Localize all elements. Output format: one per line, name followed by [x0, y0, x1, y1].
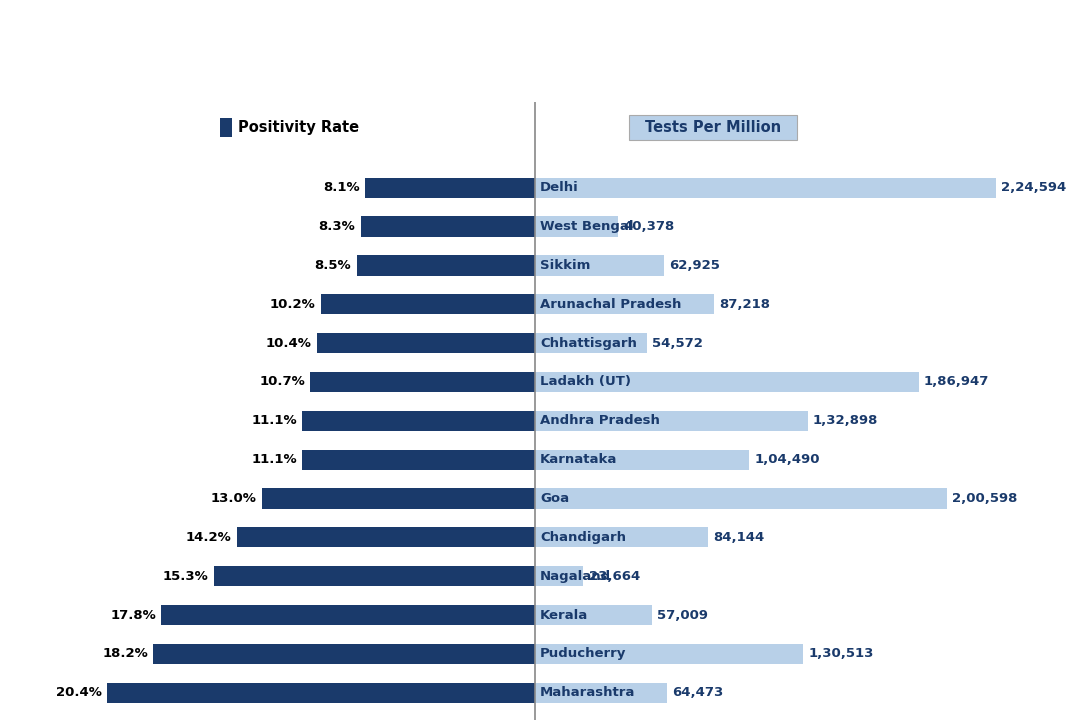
Text: 57,009: 57,009	[657, 608, 708, 621]
Bar	[356, 256, 535, 276]
Bar	[237, 527, 535, 547]
Text: Maharashtra: Maharashtra	[540, 686, 635, 699]
Text: 18.2%: 18.2%	[103, 647, 148, 660]
FancyBboxPatch shape	[630, 115, 797, 140]
Text: 64,473: 64,473	[673, 686, 724, 699]
Text: 1,32,898: 1,32,898	[813, 414, 878, 428]
Bar	[214, 566, 535, 586]
Bar	[535, 178, 996, 198]
Text: 15.3%: 15.3%	[163, 570, 208, 582]
Bar	[535, 294, 714, 315]
Text: Nagaland: Nagaland	[540, 570, 611, 582]
Bar	[107, 683, 535, 703]
Bar	[535, 605, 652, 625]
Text: 8.3%: 8.3%	[319, 220, 355, 233]
Text: 62,925: 62,925	[670, 259, 720, 272]
Text: 10.2%: 10.2%	[270, 298, 315, 311]
Text: 11.1%: 11.1%	[252, 453, 297, 466]
Text: Kerala: Kerala	[540, 608, 589, 621]
Text: Positivity Rate: Positivity Rate	[238, 120, 360, 135]
Text: 14 States & UTs with higher positivity rate than India average: 14 States & UTs with higher positivity r…	[11, 32, 1080, 65]
Text: 87,218: 87,218	[719, 298, 770, 311]
Text: 10.7%: 10.7%	[259, 376, 306, 389]
Bar	[162, 605, 535, 625]
Text: 1,30,513: 1,30,513	[808, 647, 874, 660]
Bar	[310, 372, 535, 392]
Text: 11.1%: 11.1%	[252, 414, 297, 428]
Text: Chhattisgarh: Chhattisgarh	[540, 337, 637, 350]
Text: 10.4%: 10.4%	[266, 337, 311, 350]
Bar	[316, 333, 535, 354]
Bar	[262, 488, 535, 508]
Text: Sikkim: Sikkim	[540, 259, 591, 272]
Text: 17.8%: 17.8%	[110, 608, 157, 621]
Bar	[535, 256, 664, 276]
Text: 14.2%: 14.2%	[186, 531, 232, 544]
Text: 8.1%: 8.1%	[323, 181, 360, 194]
Bar	[321, 294, 535, 315]
Text: 2,24,594: 2,24,594	[1001, 181, 1067, 194]
Text: Goa: Goa	[540, 492, 569, 505]
Text: Delhi: Delhi	[540, 181, 579, 194]
Bar	[302, 449, 535, 469]
Bar	[220, 118, 232, 138]
Text: 1,86,947: 1,86,947	[924, 376, 989, 389]
Text: 13.0%: 13.0%	[211, 492, 257, 505]
Text: 20.4%: 20.4%	[56, 686, 102, 699]
Bar	[535, 527, 707, 547]
Bar	[302, 410, 535, 431]
Text: Tests Per Million: Tests Per Million	[645, 120, 781, 135]
Text: 23,664: 23,664	[589, 570, 639, 582]
Bar	[535, 372, 919, 392]
Bar	[535, 217, 618, 237]
Bar	[365, 178, 535, 198]
Bar	[535, 644, 802, 664]
Text: West Bengal: West Bengal	[540, 220, 634, 233]
Bar	[153, 644, 535, 664]
Text: Karnataka: Karnataka	[540, 453, 618, 466]
Bar	[535, 566, 583, 586]
Bar	[535, 488, 947, 508]
Text: Ladakh (UT): Ladakh (UT)	[540, 376, 631, 389]
Bar	[535, 683, 667, 703]
Text: 2,00,598: 2,00,598	[953, 492, 1017, 505]
Bar	[535, 410, 808, 431]
Text: 54,572: 54,572	[652, 337, 703, 350]
Text: 8.5%: 8.5%	[314, 259, 351, 272]
Text: 40,378: 40,378	[623, 220, 674, 233]
Text: Andhra Pradesh: Andhra Pradesh	[540, 414, 660, 428]
Text: Chandigarh: Chandigarh	[540, 531, 626, 544]
Text: Puducherry: Puducherry	[540, 647, 626, 660]
Text: Arunachal Pradesh: Arunachal Pradesh	[540, 298, 681, 311]
Bar	[535, 333, 647, 354]
Bar	[361, 217, 535, 237]
Text: 1,04,490: 1,04,490	[755, 453, 820, 466]
Text: 84,144: 84,144	[713, 531, 764, 544]
Bar	[535, 449, 750, 469]
